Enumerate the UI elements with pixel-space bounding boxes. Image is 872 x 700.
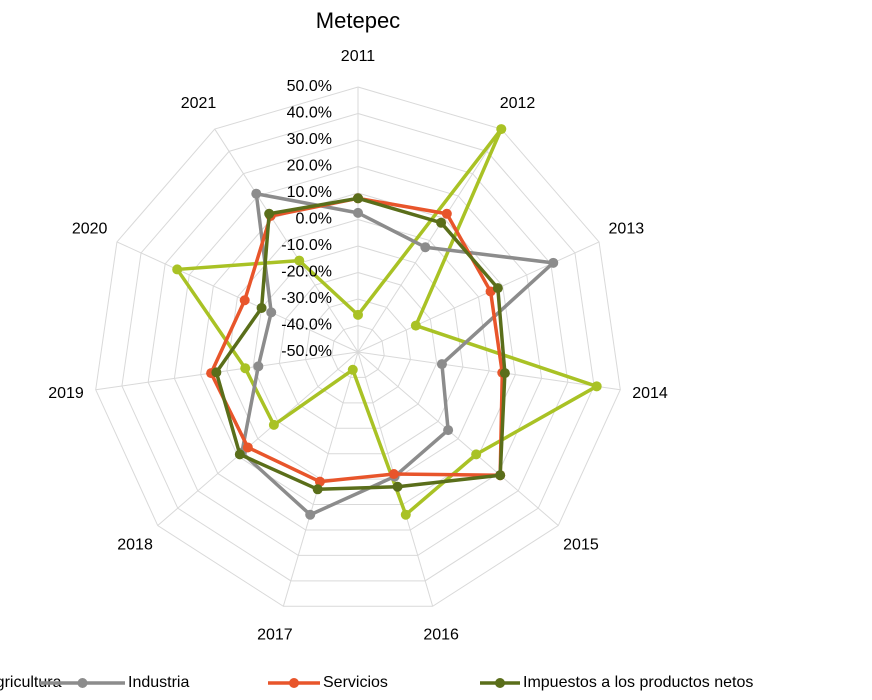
spoke — [357, 351, 621, 391]
spoke — [95, 351, 359, 391]
data-point — [294, 255, 305, 266]
grid-ring — [121, 112, 595, 582]
legend-label: Industria — [128, 674, 189, 691]
data-point — [305, 509, 316, 520]
data-point — [495, 470, 506, 481]
grid-ring — [305, 298, 411, 404]
data-point — [388, 469, 399, 480]
category-label: 2015 — [563, 536, 599, 553]
legend-marker — [495, 678, 505, 688]
data-point — [400, 509, 411, 520]
data-point — [591, 381, 602, 392]
y-tick-label: 20.0% — [287, 158, 332, 175]
data-point — [264, 208, 275, 219]
spoke — [116, 241, 359, 353]
data-point — [266, 307, 277, 318]
legend-marker — [77, 678, 88, 688]
grid-ring — [331, 324, 385, 378]
data-point — [410, 320, 421, 331]
spoke — [357, 241, 600, 353]
grid-ring — [147, 139, 569, 556]
data-point — [471, 449, 482, 460]
y-tick-label: -40.0% — [281, 317, 332, 334]
spoke — [214, 128, 359, 353]
series-line — [240, 191, 556, 517]
grid-ring — [95, 86, 621, 607]
category-label: 2019 — [48, 385, 84, 402]
category-label: 2020 — [72, 221, 108, 238]
chart-title: Metepec — [316, 8, 400, 33]
category-label: 2012 — [500, 95, 536, 112]
category-label: 2014 — [632, 385, 668, 402]
data-point — [242, 442, 253, 453]
data-point — [251, 188, 262, 199]
series-line — [175, 127, 599, 517]
data-point — [436, 217, 447, 228]
data-point — [314, 476, 325, 487]
data-point — [443, 425, 454, 436]
legend-label: Servicios — [323, 674, 388, 691]
data-point — [353, 207, 363, 218]
y-tick-label: -50.0% — [281, 343, 332, 360]
grid-ring — [173, 165, 543, 531]
data-point — [420, 242, 431, 253]
y-tick-label: 50.0% — [287, 78, 332, 95]
data-point — [499, 368, 510, 379]
series-line — [209, 196, 505, 484]
category-label: 2011 — [341, 48, 376, 65]
data-point — [548, 257, 559, 268]
grid-ring — [278, 271, 438, 429]
y-tick-label: -10.0% — [281, 237, 332, 254]
legend-label: Impuestos a los productos netos — [523, 674, 753, 691]
spoke — [357, 351, 559, 526]
y-tick-label: 10.0% — [287, 184, 332, 201]
y-tick-label: 0.0% — [296, 211, 332, 228]
spoke — [357, 128, 502, 353]
y-tick-label: -20.0% — [281, 264, 332, 281]
category-label: 2013 — [609, 221, 645, 238]
data-point — [353, 309, 363, 320]
data-point — [253, 361, 264, 372]
data-point — [312, 484, 323, 495]
y-tick-label: -30.0% — [281, 290, 332, 307]
data-point — [211, 367, 222, 378]
grid-ring — [200, 192, 516, 506]
legend-label: Agricultura — [0, 674, 62, 691]
y-tick-label: 30.0% — [287, 131, 332, 148]
legend-marker — [289, 678, 299, 688]
data-point — [436, 359, 447, 370]
data-point — [496, 124, 507, 135]
data-point — [347, 364, 358, 375]
category-label: 2017 — [257, 626, 293, 643]
data-point — [234, 449, 245, 460]
data-point — [392, 481, 403, 492]
y-tick-label: 40.0% — [287, 105, 332, 122]
data-point — [492, 283, 503, 294]
category-label: 2016 — [423, 626, 459, 643]
data-point — [353, 193, 363, 204]
data-point — [256, 302, 267, 313]
data-point — [239, 295, 250, 306]
spoke — [157, 351, 359, 526]
data-point — [172, 264, 183, 275]
data-point — [268, 419, 279, 430]
category-label: 2021 — [181, 95, 217, 112]
series-line — [214, 196, 507, 492]
category-label: 2018 — [117, 536, 153, 553]
data-point — [441, 208, 452, 219]
data-point — [240, 363, 251, 374]
